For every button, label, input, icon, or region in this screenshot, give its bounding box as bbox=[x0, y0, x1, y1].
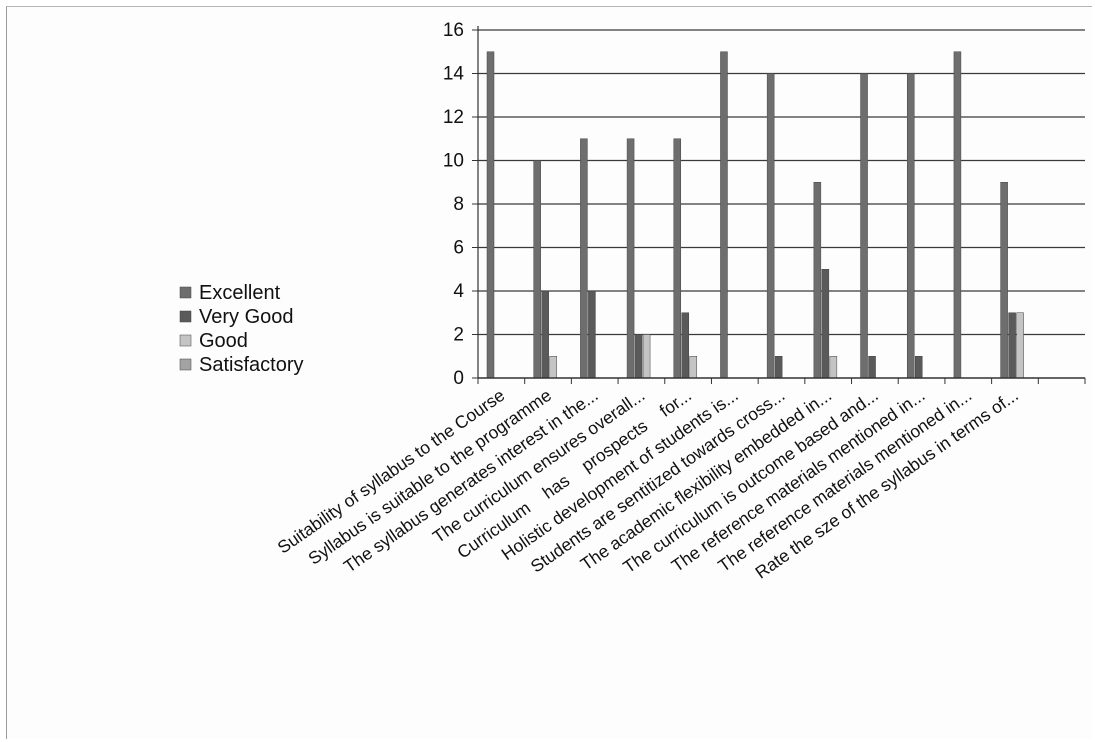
legend-swatch-very-good bbox=[179, 310, 192, 323]
bar-very-good bbox=[1008, 312, 1016, 379]
legend-label-very-good: Very Good bbox=[199, 306, 294, 328]
bar-very-good bbox=[634, 334, 643, 379]
bar-excellent bbox=[626, 138, 635, 379]
bar-very-good bbox=[868, 356, 876, 379]
bar-very-good bbox=[914, 356, 923, 379]
bar-excellent bbox=[673, 138, 682, 379]
bar-excellent bbox=[953, 51, 962, 379]
bar-excellent bbox=[486, 51, 495, 379]
y-tick-label: 8 bbox=[453, 194, 464, 215]
y-tick-label: 4 bbox=[453, 281, 464, 302]
bars bbox=[486, 51, 1024, 379]
x-axis-tick-labels: Suitability of syllabus to the CourseSyl… bbox=[274, 385, 1022, 583]
bar-excellent bbox=[533, 160, 541, 379]
y-tick-label: 14 bbox=[443, 64, 465, 85]
bar-excellent bbox=[766, 73, 775, 379]
legend-label-good: Good bbox=[199, 330, 248, 352]
legend-label-satisfactory: Satisfactory bbox=[199, 354, 303, 376]
bar-excellent bbox=[906, 73, 915, 379]
legend-swatch-good bbox=[179, 334, 192, 347]
bar-excellent bbox=[720, 51, 728, 379]
bar-very-good bbox=[774, 356, 783, 379]
bar-very-good bbox=[821, 269, 830, 379]
y-tick-label: 12 bbox=[443, 107, 464, 128]
y-tick-label: 10 bbox=[443, 151, 464, 172]
bar-excellent bbox=[580, 138, 588, 379]
y-tick-label: 6 bbox=[453, 238, 464, 259]
bar-excellent bbox=[813, 182, 822, 379]
y-axis-tick-labels: 0 2 4 6 8 10 12 14 16 bbox=[443, 20, 465, 389]
gridlines bbox=[478, 29, 1085, 336]
bar-excellent bbox=[1000, 182, 1008, 379]
bar-good bbox=[549, 356, 557, 379]
y-tick-label: 0 bbox=[453, 368, 464, 389]
bar-good bbox=[689, 356, 698, 379]
legend-swatch-satisfactory bbox=[179, 358, 192, 371]
bar-excellent bbox=[860, 73, 868, 379]
axes bbox=[472, 26, 1086, 384]
y-tick-label: 2 bbox=[453, 325, 464, 346]
bar-good bbox=[1016, 312, 1024, 379]
bar-good bbox=[642, 334, 651, 379]
y-tick-label: 16 bbox=[443, 20, 464, 41]
legend-label-excellent: Excellent bbox=[199, 282, 281, 304]
bar-good bbox=[829, 356, 838, 379]
bar-very-good bbox=[681, 312, 690, 379]
bar-very-good bbox=[588, 290, 596, 379]
legend-swatch-excellent bbox=[179, 286, 192, 299]
bar-very-good bbox=[541, 290, 549, 379]
